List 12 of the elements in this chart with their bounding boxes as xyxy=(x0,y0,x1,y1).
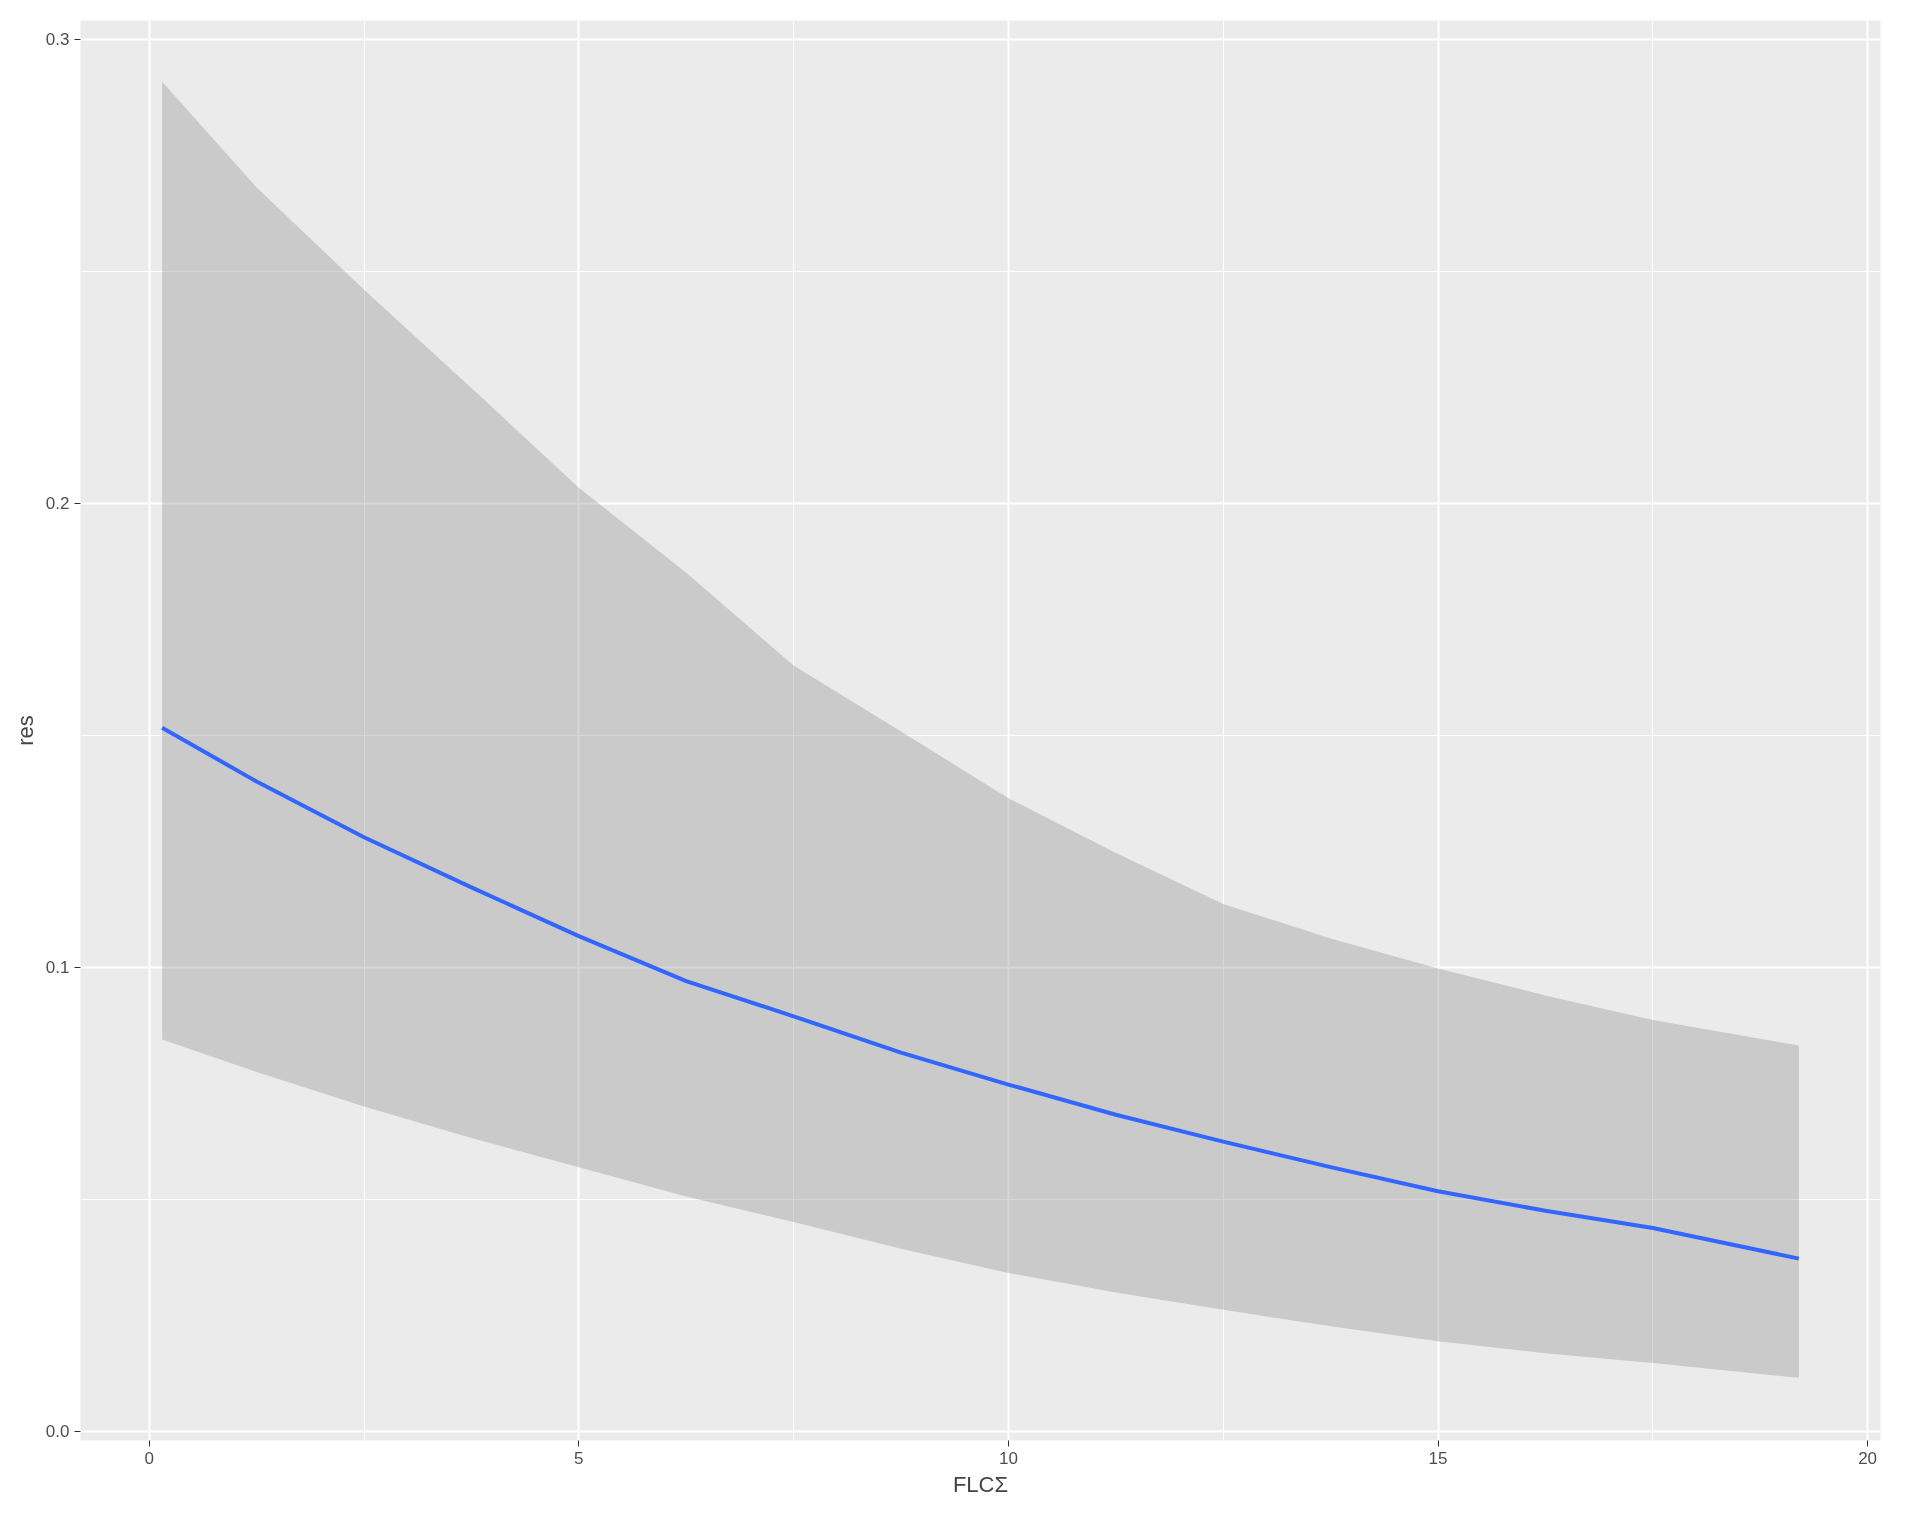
x-tick-label: 15 xyxy=(1428,1448,1448,1468)
x-tick-label: 0 xyxy=(144,1448,154,1468)
y-tick-label: 0.1 xyxy=(45,958,70,978)
x-tick-label: 5 xyxy=(574,1448,584,1468)
y-axis-title: res xyxy=(12,715,38,746)
x-axis-title: FLCΣ xyxy=(952,1471,1009,1497)
y-tick-label: 0.3 xyxy=(45,30,70,50)
x-tick-label: 20 xyxy=(1858,1448,1878,1468)
x-tick-label: 10 xyxy=(998,1448,1018,1468)
line-series xyxy=(160,725,1801,1261)
y-tick-label: 0.2 xyxy=(45,494,70,514)
y-tick-label: 0.0 xyxy=(45,1422,70,1442)
